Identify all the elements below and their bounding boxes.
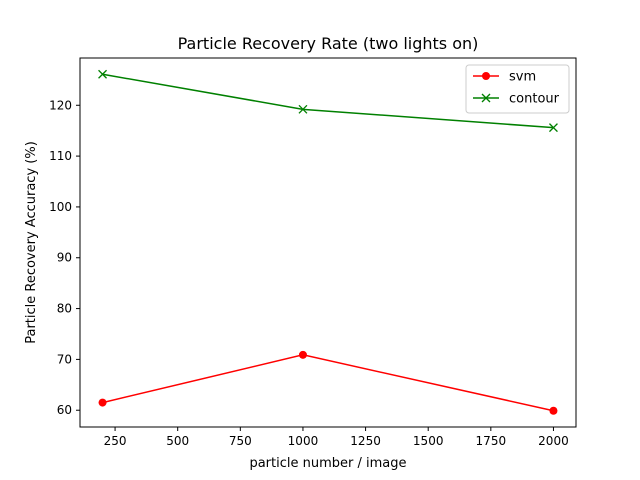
data-point-svm <box>549 406 558 415</box>
data-point-svm <box>298 350 307 359</box>
x-tick-label: 750 <box>229 434 252 448</box>
x-axis-label: particle number / image <box>249 456 406 471</box>
legend-label-svm: svm <box>509 70 536 85</box>
x-tick-label: 1500 <box>413 434 444 448</box>
data-point-contour <box>298 104 308 114</box>
legend-marker-contour <box>481 93 491 103</box>
legend: svm contour <box>465 64 570 114</box>
y-tick-label: 60 <box>57 403 72 417</box>
x-tick-label: 2000 <box>538 434 569 448</box>
x-tick-label: 500 <box>166 434 189 448</box>
y-axis: 60 70 80 90 100 110 120 <box>49 98 80 417</box>
x-tick-label: 1250 <box>350 434 381 448</box>
x-axis: 250 500 750 1000 1250 1500 1750 2000 <box>104 427 569 448</box>
y-tick-label: 110 <box>49 149 72 163</box>
legend-box <box>465 64 570 114</box>
y-tick-label: 100 <box>49 200 72 214</box>
legend-marker-svm <box>482 72 490 80</box>
y-tick-label: 80 <box>57 302 72 316</box>
y-tick-label: 70 <box>57 352 72 366</box>
series-line-svm <box>102 354 554 412</box>
data-point-svm <box>98 398 107 407</box>
axes-frame <box>79 57 577 428</box>
x-tick-label: 1750 <box>476 434 507 448</box>
y-axis-label: Particle Recovery Accuracy (%) <box>24 141 39 344</box>
y-tick-label: 90 <box>57 251 72 265</box>
plot-area <box>98 69 558 415</box>
data-point-contour <box>98 69 108 79</box>
y-tick-label: 120 <box>49 98 72 112</box>
chart-title: Particle Recovery Rate (two lights on) <box>178 34 479 53</box>
legend-label-contour: contour <box>509 92 560 107</box>
x-tick-label: 250 <box>104 434 127 448</box>
data-point-contour <box>548 123 558 133</box>
x-tick-label: 1000 <box>288 434 319 448</box>
